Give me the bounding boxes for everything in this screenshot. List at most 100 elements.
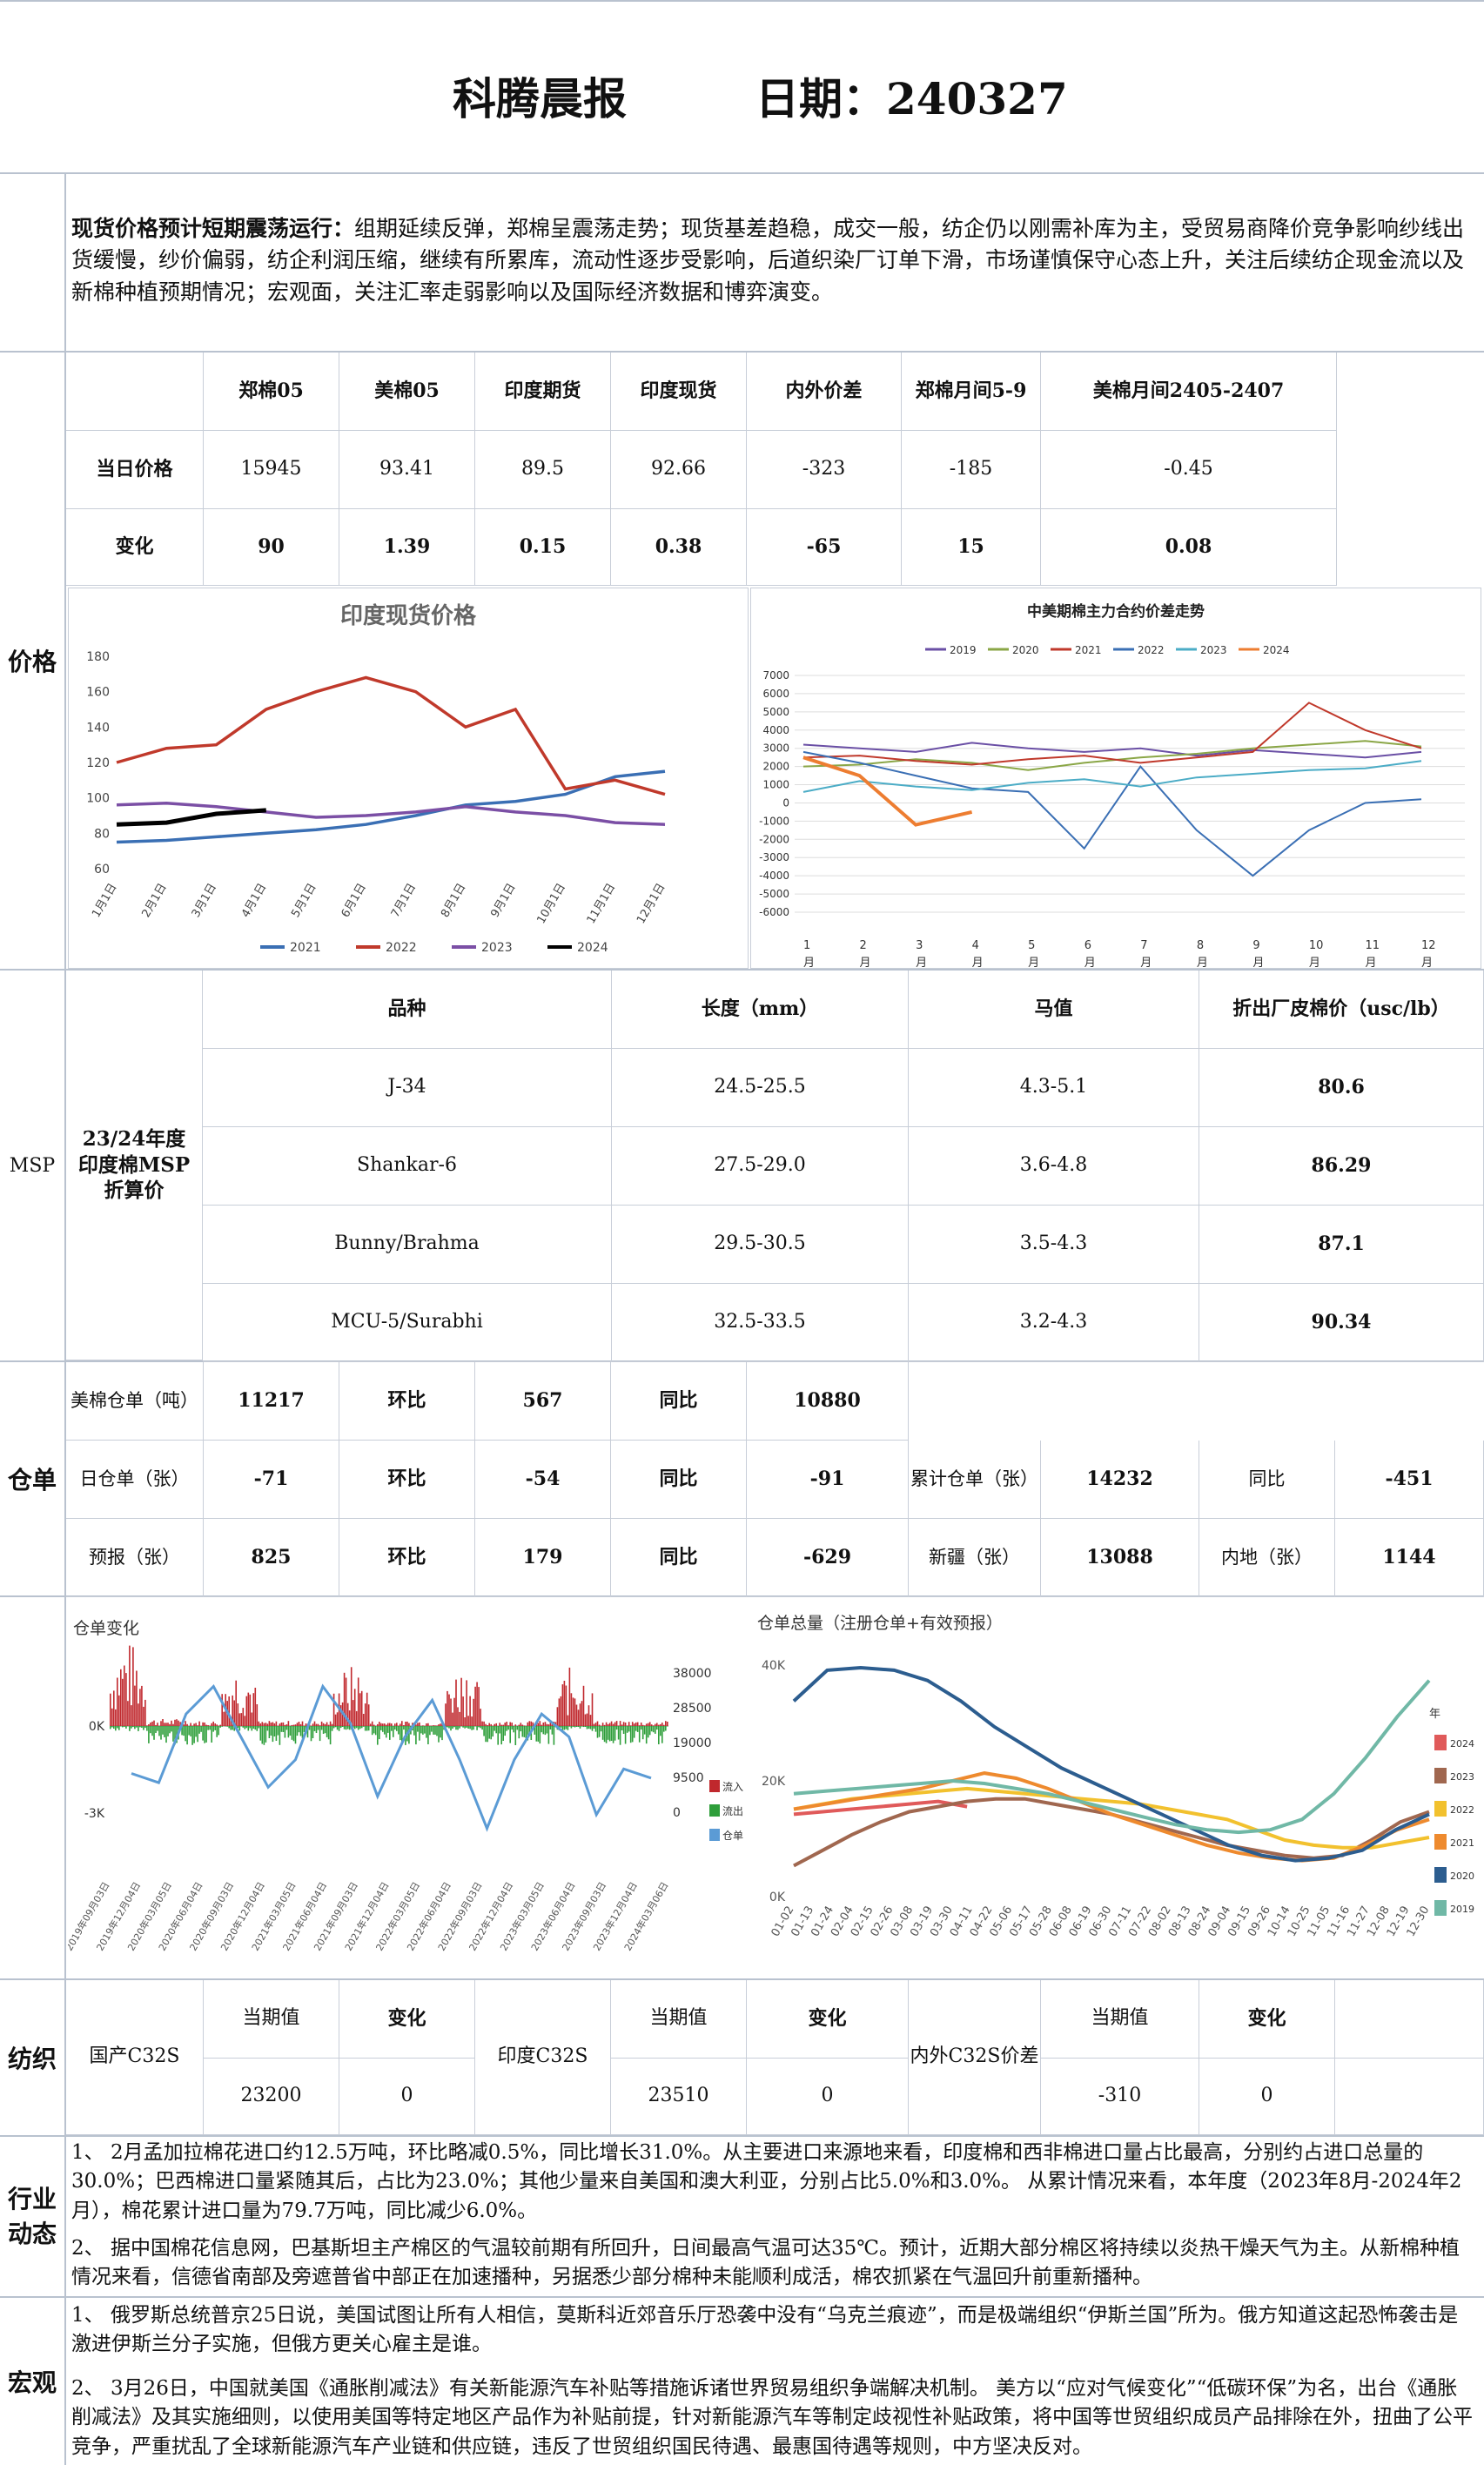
- bar-outflow: [138, 1726, 139, 1731]
- bar-outflow: [617, 1726, 620, 1740]
- bar-inflow: [563, 1681, 566, 1726]
- bar-inflow: [171, 1720, 172, 1726]
- bar-inflow: [400, 1723, 401, 1726]
- bar-outflow: [191, 1726, 193, 1745]
- bar-inflow: [598, 1724, 601, 1726]
- bar-outflow: [367, 1726, 370, 1731]
- bar-outflow: [306, 1726, 309, 1738]
- bar-outflow: [544, 1726, 547, 1736]
- bar-outflow: [150, 1726, 151, 1734]
- bar-inflow: [359, 1693, 361, 1726]
- bar-outflow: [663, 1726, 665, 1732]
- bar-inflow: [579, 1703, 581, 1726]
- x-tick-label: 4: [972, 939, 979, 952]
- series-line-2020: [792, 1665, 1430, 1863]
- msp-cell-3-0: MCU-5/Surabhi: [203, 1284, 612, 1362]
- bar-inflow: [415, 1724, 417, 1726]
- bar-outflow: [299, 1726, 302, 1736]
- bar-inflow: [169, 1723, 171, 1726]
- bar-inflow: [131, 1705, 132, 1726]
- price-today-label: 当日价格: [66, 431, 204, 509]
- y-tick-label: 40K: [762, 1659, 786, 1673]
- bar-outflow: [242, 1726, 245, 1728]
- bar-inflow: [523, 1725, 526, 1726]
- legend-label-2023: 2023: [1450, 1771, 1474, 1783]
- bar-outflow: [164, 1726, 165, 1737]
- macro-side-label: 宏观: [0, 2298, 66, 2465]
- bar-inflow: [190, 1723, 191, 1726]
- bar-inflow: [212, 1721, 214, 1726]
- bar-outflow: [500, 1726, 502, 1745]
- x-tick-label: 8月1日: [439, 882, 468, 920]
- bar-inflow: [205, 1724, 207, 1726]
- bar-inflow: [326, 1722, 328, 1726]
- bar-inflow: [636, 1722, 639, 1726]
- bar-outflow: [665, 1726, 667, 1731]
- bar-outflow: [534, 1726, 536, 1735]
- bar-inflow: [352, 1700, 354, 1726]
- bar-outflow: [481, 1726, 483, 1730]
- bar-inflow: [252, 1693, 255, 1726]
- bar-inflow: [136, 1670, 138, 1726]
- bar-outflow: [169, 1726, 171, 1734]
- bar-inflow: [313, 1721, 316, 1726]
- bar-outflow: [471, 1726, 473, 1730]
- bar-outflow: [400, 1726, 401, 1741]
- bar-outflow: [188, 1726, 190, 1736]
- y-tick-label: -1000: [759, 815, 789, 827]
- bar-inflow: [287, 1721, 290, 1726]
- bar-outflow: [628, 1726, 630, 1732]
- bar-inflow: [532, 1722, 534, 1726]
- bar-inflow: [631, 1722, 634, 1726]
- bar-outflow: [509, 1726, 511, 1743]
- bar-outflow: [447, 1726, 448, 1728]
- price-today-5: -185: [902, 431, 1041, 509]
- bar-outflow: [336, 1726, 339, 1730]
- warehouse-r1-0: 美棉仓单（吨）: [66, 1362, 204, 1441]
- bar-inflow: [379, 1722, 380, 1726]
- bar-outflow: [427, 1726, 429, 1744]
- bar-outflow: [195, 1726, 197, 1737]
- bar-outflow: [225, 1726, 226, 1727]
- legend-label-2021: 2021: [1450, 1837, 1474, 1849]
- bar-inflow: [280, 1723, 283, 1726]
- bar-inflow: [469, 1696, 471, 1726]
- bar-outflow: [296, 1726, 299, 1736]
- legend-label-2021: 2021: [1075, 644, 1102, 656]
- bar-outflow: [591, 1726, 594, 1731]
- bar-inflow: [547, 1724, 550, 1726]
- bar-inflow: [655, 1723, 656, 1726]
- warehouse-r1-3: 567: [475, 1362, 611, 1441]
- bar-inflow: [315, 1723, 318, 1726]
- bar-outflow: [635, 1726, 637, 1731]
- x-tick-label: 2: [860, 939, 867, 952]
- bar-outflow: [453, 1726, 455, 1728]
- bar-inflow: [521, 1724, 524, 1726]
- bar-outflow: [153, 1726, 155, 1740]
- warehouse-r3-1: 825: [204, 1519, 339, 1597]
- y2-tick-label: 0: [673, 1806, 681, 1820]
- bar-inflow: [556, 1707, 559, 1726]
- bar-outflow: [218, 1726, 219, 1736]
- bar-inflow: [530, 1721, 533, 1726]
- bar-inflow: [485, 1723, 487, 1726]
- bar-outflow: [478, 1726, 480, 1728]
- bar-outflow: [422, 1726, 424, 1735]
- warehouse-r1-1: 11217: [204, 1362, 339, 1441]
- bar-outflow: [560, 1726, 562, 1728]
- bar-inflow: [294, 1724, 297, 1726]
- msp-cell-1-2: 3.6-4.8: [909, 1127, 1199, 1206]
- bar-outflow: [226, 1726, 228, 1727]
- bar-inflow: [619, 1721, 621, 1726]
- bar-outflow: [266, 1726, 269, 1731]
- bar-outflow: [563, 1726, 566, 1730]
- bar-outflow: [516, 1726, 519, 1730]
- bar-outflow: [284, 1726, 286, 1738]
- bar-inflow: [661, 1723, 663, 1726]
- textile-section: 纺织 国产C32S 印度C32S 内外C32S价差 当期值 变化 23200 0 当期值 变化 2…: [0, 1980, 1484, 2137]
- bar-outflow: [317, 1726, 319, 1730]
- bar-outflow: [431, 1726, 433, 1732]
- bar-inflow: [266, 1723, 269, 1726]
- bar-inflow: [478, 1687, 480, 1726]
- msp-header-1: 长度（mm）: [612, 971, 909, 1049]
